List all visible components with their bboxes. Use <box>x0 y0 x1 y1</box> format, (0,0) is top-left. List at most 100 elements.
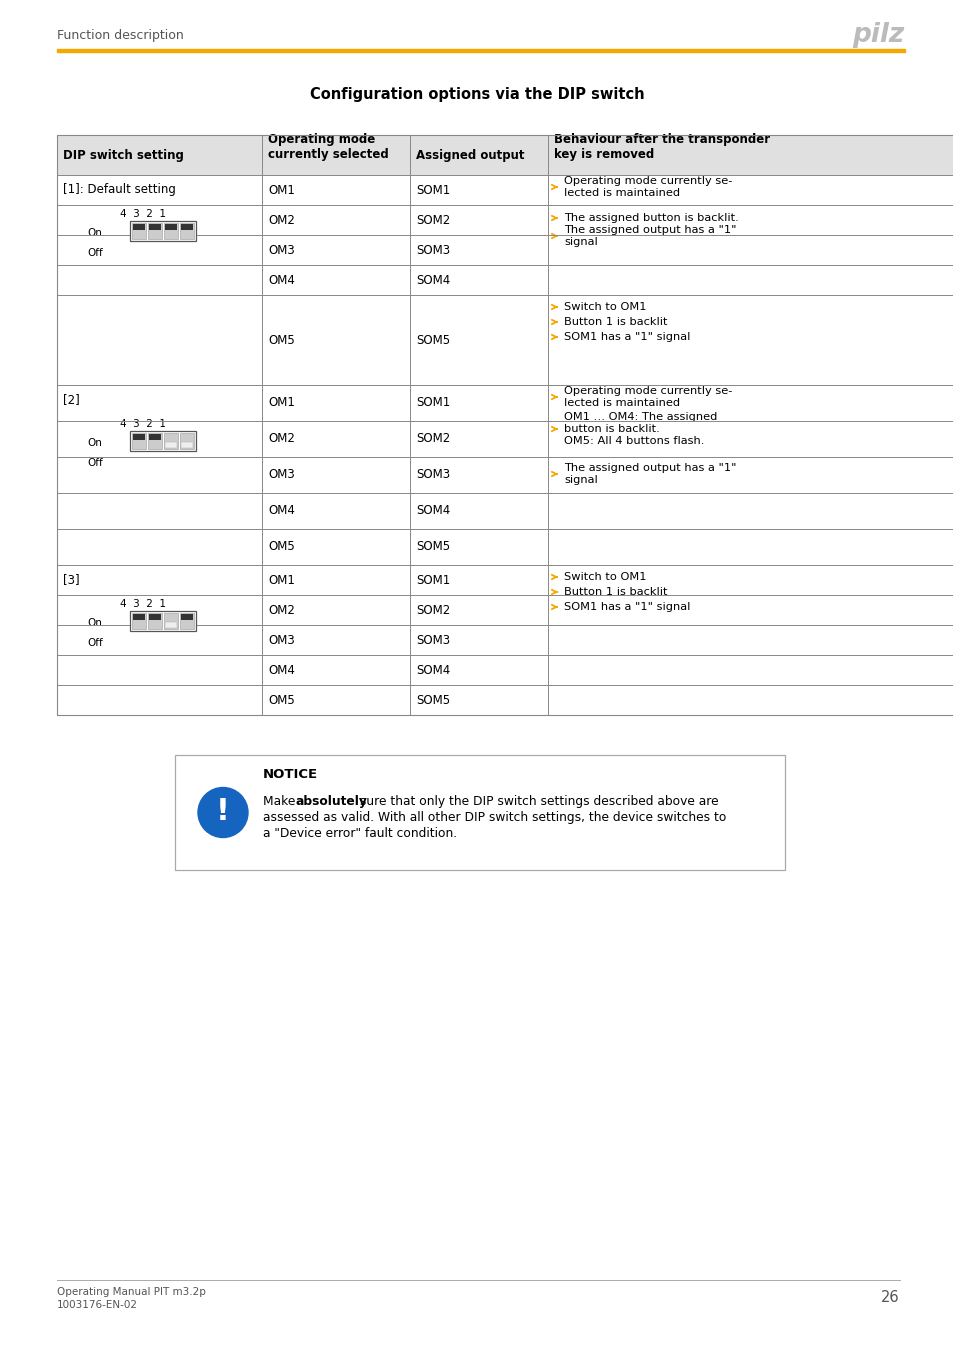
Bar <box>132 614 145 620</box>
Bar <box>164 613 178 629</box>
Bar <box>181 614 193 620</box>
Text: pilz: pilz <box>852 22 904 49</box>
Text: SOM4: SOM4 <box>416 663 450 676</box>
Text: a "Device error" fault condition.: a "Device error" fault condition. <box>263 828 456 840</box>
Text: Switch to OM1: Switch to OM1 <box>563 572 646 582</box>
Text: [1]: Default setting: [1]: Default setting <box>63 184 175 196</box>
Bar <box>132 433 145 440</box>
Text: Behaviour after the transponder
key is removed: Behaviour after the transponder key is r… <box>554 134 769 161</box>
Text: Off: Off <box>87 458 103 468</box>
Bar <box>180 433 193 450</box>
Text: Operating mode
currently selected: Operating mode currently selected <box>268 134 388 161</box>
Text: On: On <box>87 228 102 238</box>
Bar <box>164 433 178 450</box>
Bar <box>130 431 195 451</box>
Text: SOM5: SOM5 <box>416 333 450 347</box>
Bar <box>132 613 146 629</box>
Bar <box>57 135 953 176</box>
Text: Button 1 is backlit: Button 1 is backlit <box>563 587 667 597</box>
Text: SOM2: SOM2 <box>416 213 450 227</box>
Text: OM1: OM1 <box>268 184 294 197</box>
Text: Off: Off <box>87 639 103 648</box>
Text: Operating Manual PIT m3.2p: Operating Manual PIT m3.2p <box>57 1287 206 1297</box>
Bar <box>57 135 953 716</box>
Text: NOTICE: NOTICE <box>263 768 317 782</box>
Text: [3]: [3] <box>63 572 79 586</box>
Text: Make: Make <box>263 795 299 809</box>
Text: Off: Off <box>87 248 103 258</box>
Text: OM3: OM3 <box>268 243 294 256</box>
Text: 1003176-EN-02: 1003176-EN-02 <box>57 1300 138 1310</box>
Bar <box>130 612 195 630</box>
Bar <box>165 224 177 230</box>
Text: Function description: Function description <box>57 28 184 42</box>
Text: Operating mode currently se-
lected is maintained: Operating mode currently se- lected is m… <box>563 386 732 408</box>
Text: 4  3  2  1: 4 3 2 1 <box>120 599 166 609</box>
Text: OM4: OM4 <box>268 505 294 517</box>
Bar <box>132 433 146 450</box>
Bar <box>132 224 145 230</box>
Bar <box>174 755 784 869</box>
Text: 4  3  2  1: 4 3 2 1 <box>120 209 166 219</box>
Text: sure that only the DIP switch settings described above are: sure that only the DIP switch settings d… <box>355 795 718 809</box>
Text: SOM3: SOM3 <box>416 243 450 256</box>
Text: On: On <box>87 437 102 448</box>
Bar <box>57 135 953 716</box>
Bar <box>130 221 195 242</box>
Bar <box>165 622 177 628</box>
Text: SOM2: SOM2 <box>416 432 450 446</box>
Text: OM2: OM2 <box>268 603 294 617</box>
Text: SOM2: SOM2 <box>416 603 450 617</box>
Text: SOM5: SOM5 <box>416 540 450 553</box>
Text: OM3: OM3 <box>268 633 294 647</box>
Text: SOM3: SOM3 <box>416 633 450 647</box>
Text: OM1: OM1 <box>268 574 294 586</box>
Text: DIP switch setting: DIP switch setting <box>63 148 184 162</box>
Text: absolutely: absolutely <box>295 795 368 809</box>
Text: OM4: OM4 <box>268 274 294 286</box>
Text: SOM1: SOM1 <box>416 574 450 586</box>
Bar <box>148 433 162 450</box>
Bar <box>149 433 161 440</box>
Bar <box>132 223 146 239</box>
Text: OM3: OM3 <box>268 468 294 482</box>
Text: On: On <box>87 618 102 628</box>
Text: SOM1 has a "1" signal: SOM1 has a "1" signal <box>563 602 690 612</box>
Bar <box>149 614 161 620</box>
Text: SOM3: SOM3 <box>416 468 450 482</box>
Text: Button 1 is backlit: Button 1 is backlit <box>563 317 667 327</box>
Text: The assigned button is backlit.: The assigned button is backlit. <box>563 213 738 223</box>
Bar <box>148 223 162 239</box>
Text: SOM1: SOM1 <box>416 184 450 197</box>
Bar <box>165 441 177 448</box>
Text: Assigned output: Assigned output <box>416 148 524 162</box>
Text: OM2: OM2 <box>268 432 294 446</box>
Text: assessed as valid. With all other DIP switch settings, the device switches to: assessed as valid. With all other DIP sw… <box>263 811 725 824</box>
Text: Switch to OM1: Switch to OM1 <box>563 302 646 312</box>
Text: OM2: OM2 <box>268 213 294 227</box>
Text: SOM4: SOM4 <box>416 505 450 517</box>
Bar <box>180 613 193 629</box>
Text: SOM1: SOM1 <box>416 397 450 409</box>
Text: !: ! <box>215 796 230 826</box>
Text: OM1 … OM4: The assigned
button is backlit.
OM5: All 4 buttons flash.: OM1 … OM4: The assigned button is backli… <box>563 412 717 446</box>
Text: SOM5: SOM5 <box>416 694 450 706</box>
Text: Configuration options via the DIP switch: Configuration options via the DIP switch <box>310 88 643 103</box>
Text: The assigned output has a "1"
signal: The assigned output has a "1" signal <box>563 463 736 485</box>
Text: OM5: OM5 <box>268 333 294 347</box>
Text: SOM4: SOM4 <box>416 274 450 286</box>
Circle shape <box>198 787 248 837</box>
Bar <box>164 223 178 239</box>
Text: Operating mode currently se-
lected is maintained: Operating mode currently se- lected is m… <box>563 177 732 198</box>
Bar <box>181 441 193 448</box>
Bar <box>180 223 193 239</box>
Bar <box>149 224 161 230</box>
Text: [2]: [2] <box>63 393 80 406</box>
Text: The assigned output has a "1"
signal: The assigned output has a "1" signal <box>563 225 736 247</box>
Text: OM4: OM4 <box>268 663 294 676</box>
Text: SOM1 has a "1" signal: SOM1 has a "1" signal <box>563 332 690 342</box>
Bar <box>148 613 162 629</box>
Text: OM1: OM1 <box>268 397 294 409</box>
Text: OM5: OM5 <box>268 694 294 706</box>
Text: 26: 26 <box>881 1291 899 1305</box>
